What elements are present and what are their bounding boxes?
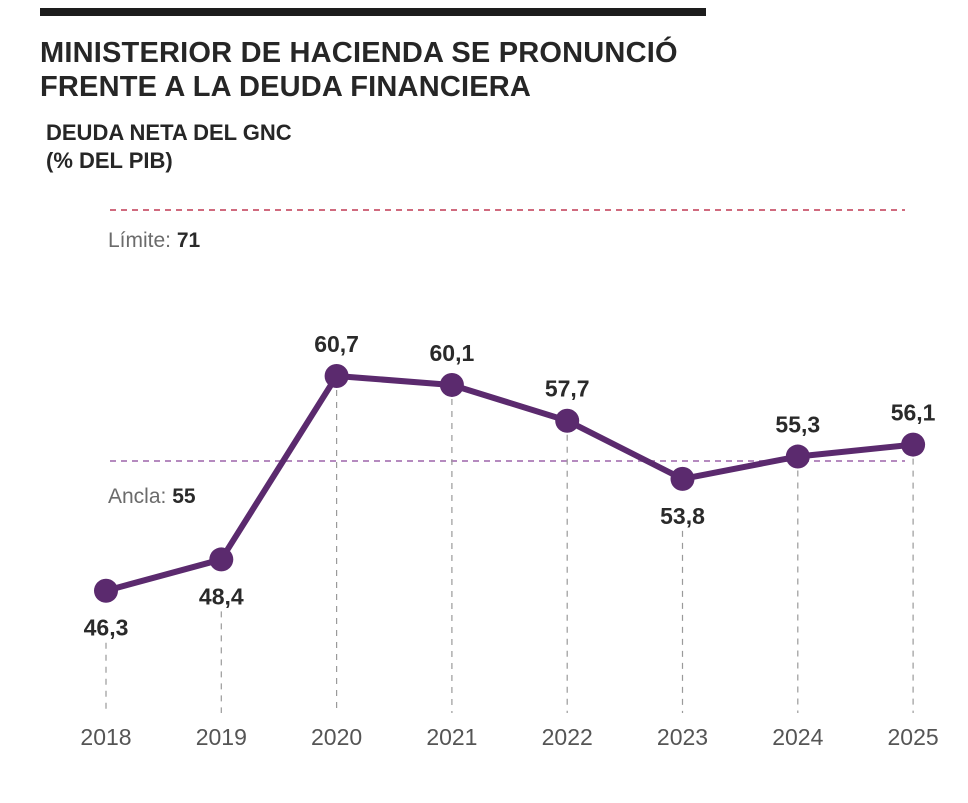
- x-tick-label-2018: 2018: [80, 724, 131, 750]
- series-line: [103, 373, 917, 594]
- x-tick-label-2022: 2022: [542, 724, 593, 750]
- x-tick-label-2021: 2021: [426, 724, 477, 750]
- data-label-2021: 60,1: [430, 340, 475, 366]
- top-rule: [40, 8, 706, 16]
- chart-subtitle: DEUDA NETA DEL GNC (% DEL PIB): [46, 119, 292, 175]
- data-point-2025: [901, 432, 926, 457]
- data-label-2023: 53,8: [660, 503, 705, 529]
- reference-label-1: Ancla: 55: [108, 485, 196, 508]
- chart-title: MINISTERIOR DE HACIENDA SE PRONUNCIÓ FRE…: [40, 36, 740, 104]
- reference-value-0: 71: [177, 229, 201, 252]
- chart-subtitle-line-2: (% DEL PIB): [46, 148, 173, 173]
- data-label-2019: 48,4: [199, 583, 244, 609]
- data-point-2020: [324, 364, 349, 388]
- data-label-2025: 56,1: [891, 400, 936, 426]
- data-label-2022: 57,7: [545, 376, 590, 402]
- data-point-2018: [94, 578, 118, 603]
- data-point-2019: [209, 547, 234, 572]
- data-point-2022: [555, 408, 580, 433]
- x-tick-label-2024: 2024: [772, 724, 823, 750]
- reference-value-1: 55: [172, 485, 196, 508]
- data-point-2023: [670, 466, 695, 491]
- reference-label-0: Límite: 71: [108, 229, 201, 252]
- chart-title-line-1: MINISTERIOR DE HACIENDA SE PRONUNCIÓ: [40, 37, 678, 69]
- data-label-2024: 55,3: [775, 412, 820, 438]
- x-tick-label-2023: 2023: [657, 724, 708, 750]
- data-label-2020: 60,7: [314, 331, 359, 357]
- reference-label-text-0: Límite:: [108, 229, 177, 252]
- data-label-2018: 46,3: [84, 615, 129, 641]
- data-point-2021: [439, 372, 464, 397]
- x-tick-label-2025: 2025: [888, 724, 939, 750]
- data-point-2024: [785, 444, 810, 469]
- x-tick-label-2019: 2019: [196, 724, 247, 750]
- x-tick-label-2020: 2020: [311, 724, 362, 750]
- reference-label-text-1: Ancla:: [108, 485, 172, 508]
- chart-subtitle-line-1: DEUDA NETA DEL GNC: [46, 120, 292, 145]
- chart-title-line-2: FRENTE A LA DEUDA FINANCIERA: [40, 71, 532, 103]
